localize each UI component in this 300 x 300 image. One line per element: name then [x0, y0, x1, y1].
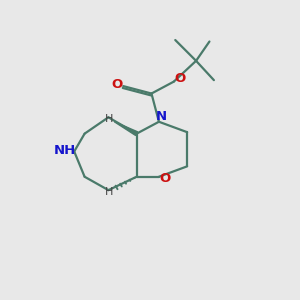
Text: O: O: [111, 78, 122, 91]
Text: H: H: [105, 187, 113, 197]
Text: O: O: [160, 172, 171, 185]
Text: O: O: [175, 72, 186, 85]
Polygon shape: [114, 122, 138, 136]
Text: N: N: [156, 110, 167, 123]
Text: H: H: [105, 114, 113, 124]
Text: NH: NH: [54, 143, 76, 157]
